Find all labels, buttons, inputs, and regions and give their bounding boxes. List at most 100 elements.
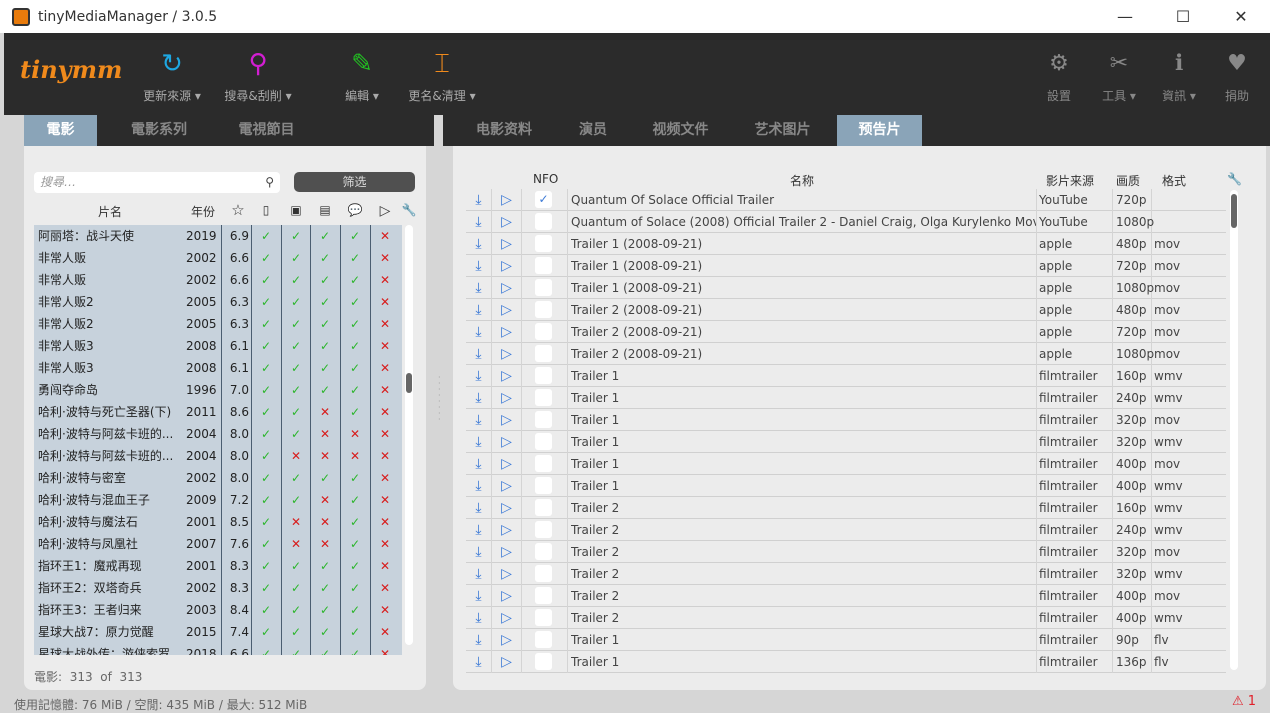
- table-row[interactable]: ⤓ ▷ Trailer 1 (2008-09-21) apple 480p mov: [466, 233, 1226, 255]
- column-header-source[interactable]: 影片来源: [1046, 174, 1095, 188]
- download-icon[interactable]: ⤓: [466, 475, 492, 497]
- table-row[interactable]: 非常人贩3 2008 6.1 ✓ ✓ ✓ ✓ ✕: [34, 335, 402, 357]
- nfo-checkbox[interactable]: [535, 521, 552, 538]
- play-icon[interactable]: ▷: [492, 607, 522, 629]
- table-row[interactable]: ⤓ ▷ Trailer 2 (2008-09-21) apple 720p mov: [466, 321, 1226, 343]
- play-icon[interactable]: ▷: [492, 431, 522, 453]
- table-row[interactable]: ⤓ ▷ Trailer 2 filmtrailer 400p wmv: [466, 607, 1226, 629]
- table-row[interactable]: ⤓ ▷ Trailer 2 filmtrailer 320p wmv: [466, 563, 1226, 585]
- nfo-checkbox[interactable]: [535, 389, 552, 406]
- table-row[interactable]: ⤓ ▷ Trailer 2 (2008-09-21) apple 480p mov: [466, 299, 1226, 321]
- download-icon[interactable]: ⤓: [466, 321, 492, 343]
- tab-cast[interactable]: 演员: [579, 122, 607, 138]
- download-icon[interactable]: ⤓: [466, 277, 492, 299]
- play-icon[interactable]: ▷: [492, 585, 522, 607]
- download-icon[interactable]: ⤓: [466, 255, 492, 277]
- nfo-checkbox[interactable]: [535, 433, 552, 450]
- table-row[interactable]: ⤓ ▷ Trailer 1 filmtrailer 240p wmv: [466, 387, 1226, 409]
- column-header-nfo[interactable]: NFO: [533, 172, 559, 186]
- download-icon[interactable]: ⤓: [466, 629, 492, 651]
- tab-artwork[interactable]: 艺术图片: [754, 122, 811, 138]
- download-icon[interactable]: ⤓: [466, 211, 492, 233]
- download-icon[interactable]: ⤓: [466, 343, 492, 365]
- table-row[interactable]: 哈利·波特与凤凰社 2007 7.6 ✓ ✕ ✕ ✓ ✕: [34, 533, 402, 555]
- play-icon[interactable]: ▷: [492, 519, 522, 541]
- nfo-checkbox[interactable]: [535, 653, 552, 670]
- nfo-checkbox[interactable]: [535, 411, 552, 428]
- table-row[interactable]: ⤓ ▷ Trailer 2 filmtrailer 320p mov: [466, 541, 1226, 563]
- download-icon[interactable]: ⤓: [466, 233, 492, 255]
- nfo-checkbox[interactable]: [535, 587, 552, 604]
- table-row[interactable]: 指环王1：魔戒再现 2001 8.3 ✓ ✓ ✓ ✓ ✕: [34, 555, 402, 577]
- play-icon[interactable]: ▷: [492, 629, 522, 651]
- close-button[interactable]: ✕: [1234, 7, 1248, 26]
- play-icon[interactable]: ▷: [492, 299, 522, 321]
- nfo-checkbox[interactable]: [535, 257, 552, 274]
- play-icon[interactable]: ▷: [492, 321, 522, 343]
- toolbar-right-button-0[interactable]: ⚙ 設置: [1034, 47, 1084, 104]
- download-icon[interactable]: ⤓: [466, 585, 492, 607]
- nfo-checkbox[interactable]: [535, 477, 552, 494]
- table-row[interactable]: 哈利·波特与阿兹卡班的... 2004 8.0 ✓ ✓ ✕ ✕ ✕: [34, 423, 402, 445]
- table-row[interactable]: ⤓ ▷ Trailer 1 filmtrailer 90p flv: [466, 629, 1226, 651]
- table-row[interactable]: ⤓ ▷ Trailer 1 filmtrailer 400p mov: [466, 453, 1226, 475]
- table-row[interactable]: 哈利·波特与密室 2002 8.0 ✓ ✓ ✓ ✓ ✕: [34, 467, 402, 489]
- download-icon[interactable]: ⤓: [466, 189, 492, 211]
- play-icon[interactable]: ▷: [492, 277, 522, 299]
- table-row[interactable]: 哈利·波特与魔法石 2001 8.5 ✓ ✕ ✕ ✓ ✕: [34, 511, 402, 533]
- minimize-button[interactable]: —: [1117, 7, 1133, 26]
- download-icon[interactable]: ⤓: [466, 453, 492, 475]
- table-row[interactable]: 星球大战7：原力觉醒 2015 7.4 ✓ ✓ ✓ ✓ ✕: [34, 621, 402, 643]
- download-icon[interactable]: ⤓: [466, 409, 492, 431]
- play-icon[interactable]: ▷: [492, 453, 522, 475]
- tab-tv-shows[interactable]: 電視節目: [238, 122, 295, 138]
- play-icon[interactable]: ▷: [492, 541, 522, 563]
- tab-media-files[interactable]: 视频文件: [652, 122, 709, 138]
- column-header-name[interactable]: 名称: [790, 174, 815, 188]
- play-icon[interactable]: ▷: [492, 475, 522, 497]
- play-icon[interactable]: ▷: [492, 651, 522, 673]
- nfo-checkbox[interactable]: [535, 609, 552, 626]
- play-icon[interactable]: ▷: [492, 563, 522, 585]
- toolbar-button-2[interactable]: ✎ 編輯 ▾: [322, 47, 402, 104]
- play-icon[interactable]: ▷: [492, 365, 522, 387]
- nfo-checkbox[interactable]: [535, 301, 552, 318]
- warning-indicator[interactable]: ⚠ 1: [1231, 694, 1256, 709]
- table-row[interactable]: 指环王3：王者归来 2003 8.4 ✓ ✓ ✓ ✓ ✕: [34, 599, 402, 621]
- toolbar-button-3[interactable]: ⌶ 更名&清理 ▾: [402, 47, 482, 104]
- download-icon[interactable]: ⤓: [466, 365, 492, 387]
- column-header-quality[interactable]: 画质: [1116, 174, 1141, 188]
- table-row[interactable]: ⤓ ▷ Trailer 1 filmtrailer 320p wmv: [466, 431, 1226, 453]
- nfo-checkbox[interactable]: [535, 499, 552, 516]
- table-row[interactable]: 非常人贩 2002 6.6 ✓ ✓ ✓ ✓ ✕: [34, 269, 402, 291]
- play-icon[interactable]: ▷: [492, 189, 522, 211]
- table-row[interactable]: 非常人贩3 2008 6.1 ✓ ✓ ✓ ✓ ✕: [34, 357, 402, 379]
- star-icon[interactable]: ☆: [231, 201, 245, 219]
- trailer-icon[interactable]: ▷: [379, 203, 391, 219]
- subtitle-icon[interactable]: 💬: [347, 203, 363, 217]
- download-icon[interactable]: ⤓: [466, 651, 492, 673]
- nfo-checkbox[interactable]: [535, 367, 552, 384]
- table-row[interactable]: 哈利·波特与死亡圣器(下) 2011 8.6 ✓ ✓ ✕ ✓ ✕: [34, 401, 402, 423]
- table-row[interactable]: ⤓ ▷ Trailer 2 (2008-09-21) apple 1080p mov: [466, 343, 1226, 365]
- table-row[interactable]: ⤓ ▷ Quantum of Solace (2008) Official Trai…: [466, 211, 1226, 233]
- download-icon[interactable]: ⤓: [466, 563, 492, 585]
- table-row[interactable]: 星球大战外传：游侠索罗 2018 6.6 ✓ ✓ ✓ ✓ ✕: [34, 643, 402, 655]
- toolbar-right-button-2[interactable]: ℹ 資訊 ▾: [1154, 47, 1204, 104]
- split-handle[interactable]: · · · · · · · ·: [438, 373, 441, 424]
- download-icon[interactable]: ⤓: [466, 431, 492, 453]
- play-icon[interactable]: ▷: [492, 497, 522, 519]
- nfo-checkbox[interactable]: [535, 235, 552, 252]
- nfo-checkbox[interactable]: [535, 565, 552, 582]
- play-icon[interactable]: ▷: [492, 387, 522, 409]
- nfo-checkbox[interactable]: [535, 631, 552, 648]
- table-row[interactable]: ⤓ ▷ Trailer 1 filmtrailer 400p wmv: [466, 475, 1226, 497]
- play-icon[interactable]: ▷: [492, 211, 522, 233]
- wrench-icon[interactable]: 🔧: [1227, 172, 1242, 186]
- play-icon[interactable]: ▷: [492, 409, 522, 431]
- table-row[interactable]: 非常人贩2 2005 6.3 ✓ ✓ ✓ ✓ ✕: [34, 291, 402, 313]
- table-row[interactable]: 指环王2：双塔奇兵 2002 8.3 ✓ ✓ ✓ ✓ ✕: [34, 577, 402, 599]
- table-row[interactable]: 哈利·波特与混血王子 2009 7.2 ✓ ✓ ✕ ✓ ✕: [34, 489, 402, 511]
- search-icon[interactable]: ⚲: [265, 175, 274, 189]
- nfo-checkbox[interactable]: [535, 213, 552, 230]
